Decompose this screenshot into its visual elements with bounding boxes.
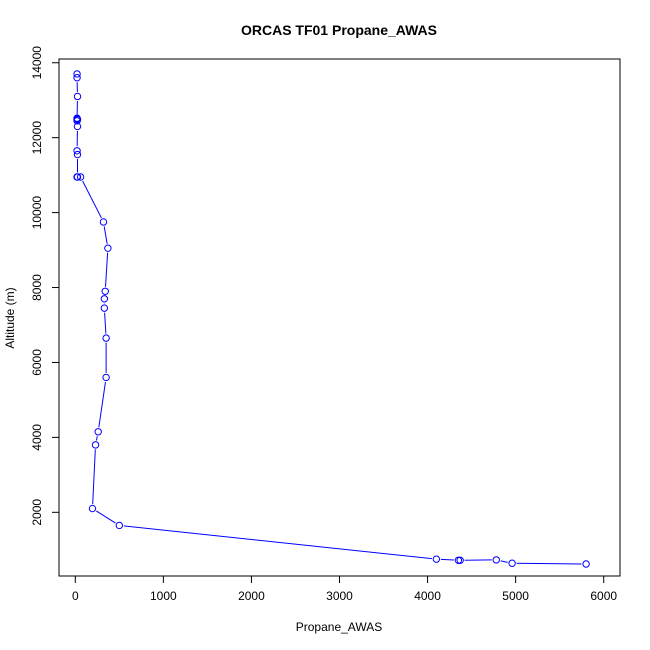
data-point — [102, 334, 110, 342]
y-axis-label: Altitude (m) — [3, 287, 17, 348]
x-tick-label: 2000 — [238, 589, 265, 603]
data-point — [456, 556, 464, 564]
series-segment — [104, 312, 107, 334]
series-segment — [123, 525, 432, 560]
data-point — [101, 287, 109, 295]
y-axis-ticks: 2000 4000 6000 8000 10000 12000 14000 — [30, 46, 59, 526]
y-tick-label: 2000 — [30, 499, 44, 526]
data-point — [73, 92, 82, 101]
series-segment — [92, 449, 96, 505]
y-tick-label: 10000 — [30, 196, 44, 230]
series-segment — [98, 381, 106, 428]
series-segment — [103, 226, 108, 244]
series-segment — [82, 180, 102, 219]
series-segment — [500, 560, 508, 563]
data-point — [73, 150, 82, 159]
series-segment — [105, 252, 109, 287]
data-point — [73, 70, 81, 78]
y-tick-label: 12000 — [30, 121, 44, 155]
series-points-group — [73, 70, 590, 568]
series-line-group — [76, 82, 582, 565]
data-point — [102, 373, 110, 382]
data-point — [94, 428, 102, 436]
x-tick-label: 0 — [72, 589, 79, 603]
data-point — [73, 117, 81, 125]
data-point — [104, 244, 112, 252]
x-tick-label: 1000 — [150, 589, 177, 603]
x-axis-ticks: 0 1000 2000 3000 4000 5000 6000 — [72, 576, 617, 603]
data-point — [582, 560, 590, 568]
data-point — [73, 173, 81, 181]
x-tick-label: 4000 — [414, 589, 441, 603]
y-tick-label: 14000 — [30, 46, 44, 80]
chart-title: ORCAS TF01 Propane_AWAS — [241, 22, 437, 38]
x-tick-label: 5000 — [502, 589, 529, 603]
data-point — [73, 122, 82, 131]
data-point — [91, 441, 100, 449]
series-segment — [96, 510, 116, 524]
data-point — [73, 74, 81, 82]
data-point — [73, 147, 81, 155]
series-segment — [95, 436, 98, 441]
x-axis-label: Propane_AWAS — [296, 620, 383, 634]
data-point — [100, 295, 109, 303]
data-point — [99, 218, 108, 226]
series-segment — [516, 562, 582, 565]
data-point — [492, 556, 500, 564]
y-tick-label: 6000 — [30, 349, 44, 376]
data-point — [508, 559, 516, 567]
x-tick-label: 3000 — [326, 589, 353, 603]
data-point — [88, 504, 97, 513]
x-tick-label: 6000 — [590, 589, 617, 603]
y-tick-label: 4000 — [30, 424, 44, 451]
data-point — [100, 304, 109, 312]
y-tick-label: 8000 — [30, 274, 44, 301]
data-point — [76, 173, 85, 181]
data-point — [115, 521, 124, 530]
series-segment — [440, 558, 454, 561]
data-point — [432, 555, 441, 563]
